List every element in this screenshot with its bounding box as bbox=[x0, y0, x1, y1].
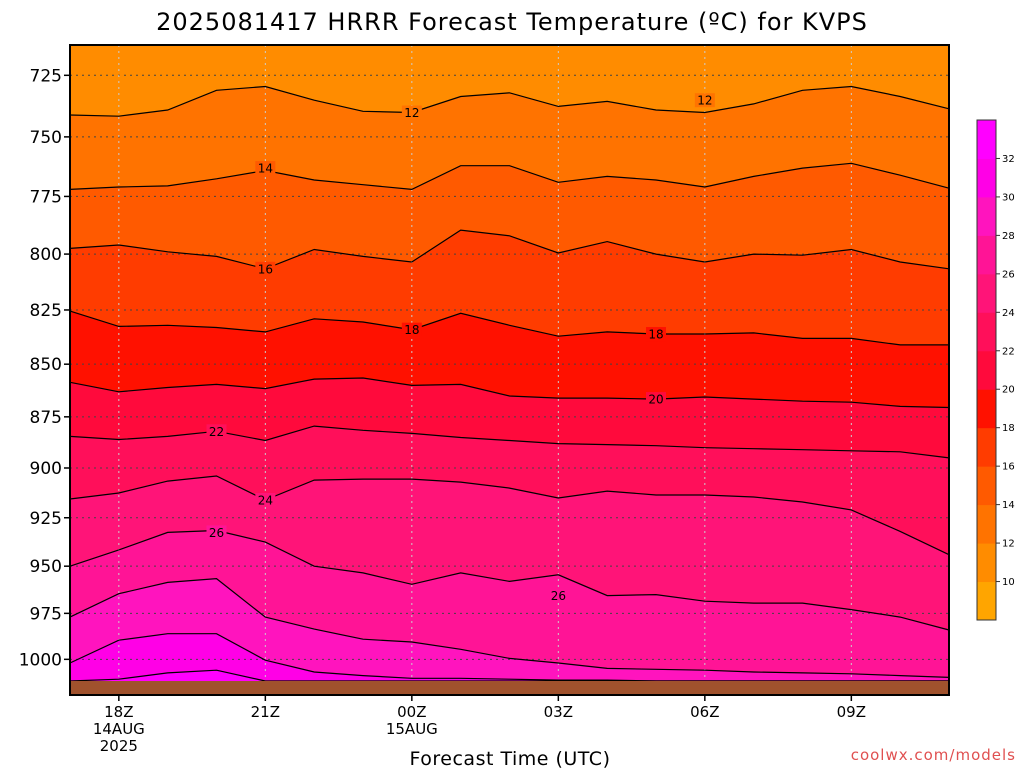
contour-label: 20 bbox=[648, 393, 663, 407]
colorbar-swatch bbox=[977, 581, 996, 621]
x-tick-label: 2025 bbox=[100, 737, 138, 755]
contour-label-bg bbox=[694, 93, 715, 108]
colorbar-label: 14 bbox=[1002, 500, 1015, 511]
credit-text: coolwx.com/models bbox=[851, 746, 1016, 764]
colorbar-label: 24 bbox=[1002, 308, 1015, 319]
contour-fills bbox=[70, 45, 949, 695]
x-tick-label: 14AUG bbox=[93, 720, 145, 738]
contour-label: 18 bbox=[404, 323, 419, 337]
y-tick-label: 975 bbox=[30, 604, 62, 624]
y-tick-label: 850 bbox=[30, 355, 62, 375]
contour-line bbox=[69, 162, 950, 191]
colorbar-label: 32 bbox=[1002, 154, 1015, 165]
contour-label-bg bbox=[255, 261, 276, 276]
colorbar-swatch bbox=[977, 389, 996, 429]
contour-label: 12 bbox=[404, 106, 419, 120]
x-tick-label: 21Z bbox=[251, 703, 280, 721]
x-tick-label: 09Z bbox=[837, 703, 866, 721]
colorbar-frame bbox=[976, 119, 997, 621]
y-tick-label: 900 bbox=[30, 459, 62, 479]
contour-label-bg bbox=[401, 322, 422, 337]
contour-label: 26 bbox=[209, 526, 224, 540]
y-tick-label: 1000 bbox=[19, 650, 62, 670]
contour-label-bg bbox=[646, 392, 666, 407]
y-tick-label: 925 bbox=[30, 509, 62, 529]
contour-band bbox=[70, 530, 949, 678]
contour-label-bg bbox=[548, 588, 569, 603]
colorbar-label: 18 bbox=[1002, 423, 1015, 434]
contour-label: 16 bbox=[258, 262, 273, 276]
contour-label-bg bbox=[401, 105, 422, 120]
contour-label-bg bbox=[206, 424, 227, 439]
contour-label: 24 bbox=[258, 493, 273, 507]
contour-band bbox=[70, 86, 949, 190]
contour-line bbox=[69, 85, 950, 117]
contour-label-bg bbox=[255, 161, 276, 176]
colorbar-swatch bbox=[977, 120, 996, 159]
contour-label-bg bbox=[255, 492, 276, 507]
colorbar-label: 30 bbox=[1002, 192, 1015, 203]
y-tick-label: 825 bbox=[30, 301, 62, 321]
x-tick-label: 06Z bbox=[690, 703, 719, 721]
colorbar-swatch bbox=[977, 427, 996, 467]
contour-label: 18 bbox=[648, 328, 663, 342]
contour-band bbox=[70, 45, 949, 117]
x-tick-label: 15AUG bbox=[386, 720, 438, 738]
contour-line bbox=[69, 377, 950, 409]
colorbar-label: 10 bbox=[1002, 577, 1015, 588]
y-axis-ticks: 725 750 775 800 825 850 875 900 925 950 975 1000 bbox=[19, 66, 70, 670]
contour-band bbox=[70, 426, 949, 555]
colorbar-swatch bbox=[977, 543, 996, 583]
y-tick-label: 775 bbox=[30, 187, 62, 207]
y-tick-label: 950 bbox=[30, 557, 62, 577]
contour-label-bg bbox=[646, 327, 666, 342]
contour-band bbox=[70, 578, 949, 681]
colorbar-swatch bbox=[977, 312, 996, 352]
contour-labels: 12 12 14 16 18 18 20 22 24 26 26 bbox=[206, 93, 715, 603]
colorbar-swatch bbox=[977, 158, 996, 198]
x-tick-label: 03Z bbox=[544, 703, 573, 721]
contour-label: 26 bbox=[551, 589, 566, 603]
ground-surface bbox=[70, 681, 949, 695]
colorbar-swatch bbox=[977, 196, 996, 236]
y-tick-label: 725 bbox=[30, 66, 62, 86]
contour-label: 12 bbox=[697, 94, 712, 108]
x-axis-label: Forecast Time (UTC) bbox=[410, 748, 611, 768]
contour-band bbox=[70, 230, 949, 345]
grid-lines bbox=[70, 45, 949, 695]
colorbar-swatch bbox=[977, 504, 996, 544]
y-tick-label: 750 bbox=[30, 128, 62, 148]
contour-label-bg bbox=[206, 525, 227, 540]
contour-line bbox=[69, 310, 949, 346]
contour-line bbox=[69, 229, 950, 270]
colorbar-label: 22 bbox=[1002, 346, 1015, 357]
colorbar-label: 12 bbox=[1002, 539, 1015, 550]
x-tick-label: 00Z bbox=[397, 703, 426, 721]
x-tick-label: 18Z bbox=[104, 703, 133, 721]
colorbar: 10 12 14 16 18 20 22 24 26 28 30 32 bbox=[976, 119, 1015, 621]
colorbar-swatch bbox=[977, 235, 996, 275]
colorbar-label: 16 bbox=[1002, 462, 1015, 473]
plot-frame bbox=[69, 44, 950, 696]
colorbar-label: 26 bbox=[1002, 269, 1015, 280]
contour-band bbox=[70, 163, 949, 269]
contour-label: 14 bbox=[258, 162, 273, 176]
y-tick-label: 800 bbox=[30, 245, 62, 265]
colorbar-swatch bbox=[977, 350, 996, 390]
contour-label: 22 bbox=[209, 425, 224, 439]
chart-title: 2025081417 HRRR Forecast Temperature (ºC… bbox=[156, 8, 868, 36]
contour-band bbox=[70, 476, 949, 630]
colorbar-label: 28 bbox=[1002, 231, 1015, 242]
colorbar-swatch bbox=[977, 273, 996, 313]
colorbar-label: 20 bbox=[1002, 385, 1015, 396]
contour-line bbox=[69, 577, 950, 678]
contour-line bbox=[69, 475, 950, 556]
ground-fill bbox=[70, 681, 949, 695]
y-tick-label: 875 bbox=[30, 408, 62, 428]
contour-band bbox=[70, 633, 949, 681]
contour-band bbox=[70, 378, 949, 458]
colorbar-swatch bbox=[977, 466, 996, 506]
